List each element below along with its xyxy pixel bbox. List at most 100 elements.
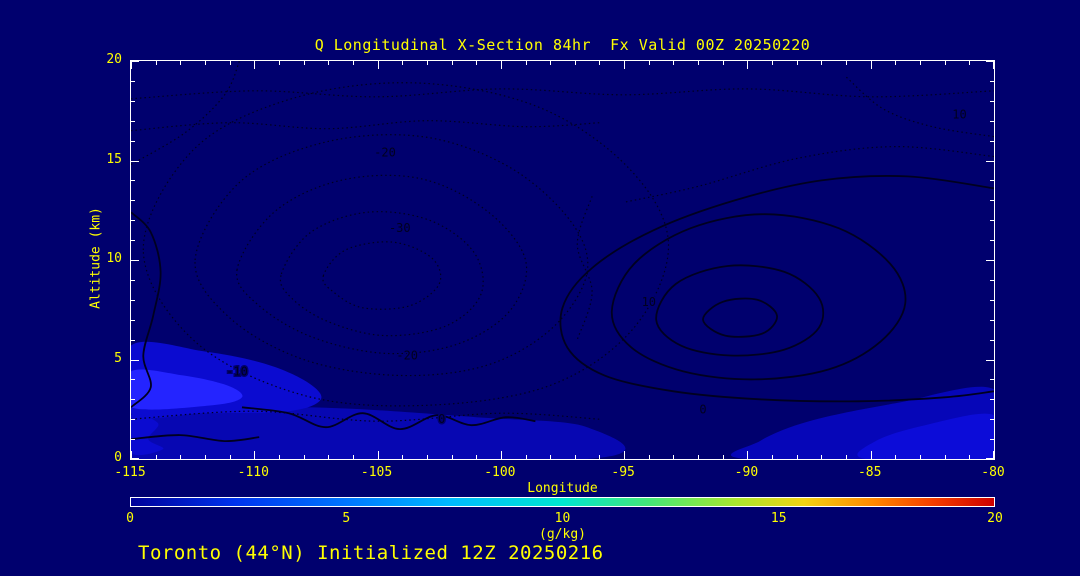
contour-line-negative (279, 211, 484, 337)
y-axis-tick (131, 100, 135, 102)
y-axis-tick-right (986, 359, 994, 361)
x-tick-label: -115 (114, 465, 146, 480)
x-axis-tick-top (254, 61, 256, 69)
x-axis-tick (993, 451, 994, 459)
x-axis-label: Longitude (527, 481, 598, 496)
contour-line-negative (131, 120, 600, 132)
x-axis-tick (254, 451, 256, 459)
y-axis-tick (131, 439, 135, 441)
contour-line-negative (576, 196, 593, 340)
x-axis-tick (204, 455, 206, 459)
y-axis-tick-right (990, 240, 994, 242)
x-axis-tick-top (747, 61, 749, 69)
x-axis-tick-top (131, 61, 132, 69)
x-axis-tick (599, 455, 601, 459)
y-axis-tick (131, 120, 135, 122)
y-axis-tick-right (990, 200, 994, 202)
contour-value-label: -20 (396, 349, 418, 363)
y-axis-tick-right (990, 439, 994, 441)
x-axis-tick-top (722, 61, 724, 65)
x-axis-tick (796, 455, 798, 459)
y-axis-tick (131, 359, 139, 361)
contour-line-negative (131, 410, 600, 422)
y-axis-tick (131, 61, 139, 62)
y-tick-label: 10 (106, 251, 122, 266)
run-info-text: Toronto (44°N) Initialized 12Z 20250216 (138, 542, 604, 564)
contour-line-positive (559, 175, 994, 403)
x-axis-tick-top (599, 61, 601, 65)
x-axis-tick (328, 455, 330, 459)
x-tick-label: -110 (237, 465, 269, 480)
x-axis-tick (698, 455, 700, 459)
y-axis-tick-right (990, 319, 994, 321)
y-axis-tick-right (986, 61, 994, 62)
x-tick-label: -85 (857, 465, 882, 480)
x-axis-tick (278, 455, 280, 459)
x-axis-tick (402, 455, 404, 459)
y-axis-tick (131, 279, 135, 281)
x-axis-tick-top (426, 61, 428, 65)
y-axis-tick-right (990, 379, 994, 381)
contour-line-negative (131, 61, 241, 166)
y-axis-tick (131, 200, 135, 202)
x-axis-tick (821, 455, 823, 459)
x-axis-tick (229, 455, 231, 459)
x-axis-tick-top (525, 61, 527, 65)
x-axis-tick-top (500, 61, 502, 69)
contour-line-negative (142, 82, 670, 407)
x-tick-label: -90 (734, 465, 759, 480)
plot-area: -20 -30 -20 -10 10 10 0 0 (130, 60, 995, 460)
y-axis-tick-right (990, 279, 994, 281)
y-axis-tick-right (986, 260, 994, 261)
x-axis-tick-top (180, 61, 182, 65)
x-axis-tick-top (624, 61, 626, 69)
x-axis-tick-top (278, 61, 280, 65)
x-axis-tick (525, 455, 527, 459)
x-axis-tick-top (451, 61, 453, 65)
x-axis-tick-top (920, 61, 922, 65)
x-axis-tick (722, 455, 724, 459)
contour-line-positive (702, 297, 778, 338)
y-axis-tick-right (990, 120, 994, 122)
contour-line-negative (236, 174, 528, 355)
x-axis-tick (550, 455, 552, 459)
contour-value-label: -30 (389, 221, 411, 235)
x-axis-tick-top (229, 61, 231, 65)
colorbar-tick-label: 0 (126, 511, 134, 526)
moisture-fill-region (131, 406, 626, 459)
contour-line-positive (241, 406, 536, 431)
x-axis-tick-top (204, 61, 206, 65)
y-axis-tick-right (990, 220, 994, 222)
y-axis-tick (131, 399, 135, 401)
contour-value-label: 0 (699, 402, 706, 416)
x-tick-label: -95 (611, 465, 635, 480)
y-axis-tick (131, 319, 135, 321)
contour-value-label: -10 (226, 364, 248, 378)
x-axis-tick (870, 451, 872, 459)
y-tick-label: 5 (114, 350, 122, 366)
x-axis-tick-top (969, 61, 971, 65)
x-axis-tick (303, 455, 305, 459)
x-axis-tick (920, 455, 922, 459)
y-axis-tick (131, 419, 135, 421)
x-axis-tick (451, 455, 453, 459)
x-axis-tick (377, 451, 379, 459)
contour-line-positive (131, 434, 260, 443)
x-axis-tick-top (870, 61, 872, 69)
x-axis-tick (131, 451, 132, 459)
y-axis-tick-right (990, 299, 994, 301)
contour-line-negative (131, 88, 994, 100)
y-axis-tick (131, 458, 139, 459)
y-axis-tick-right (986, 458, 994, 459)
y-axis-tick-right (990, 140, 994, 142)
x-axis-tick (180, 455, 182, 459)
y-axis-tick-right (986, 160, 994, 162)
y-axis-tick (131, 140, 135, 142)
x-axis-tick-top (402, 61, 404, 65)
x-axis-tick (426, 455, 428, 459)
y-tick-label: 0 (114, 450, 122, 465)
x-axis-tick (624, 451, 626, 459)
contour-line-negative (845, 76, 994, 138)
moisture-fill-region (857, 413, 994, 459)
